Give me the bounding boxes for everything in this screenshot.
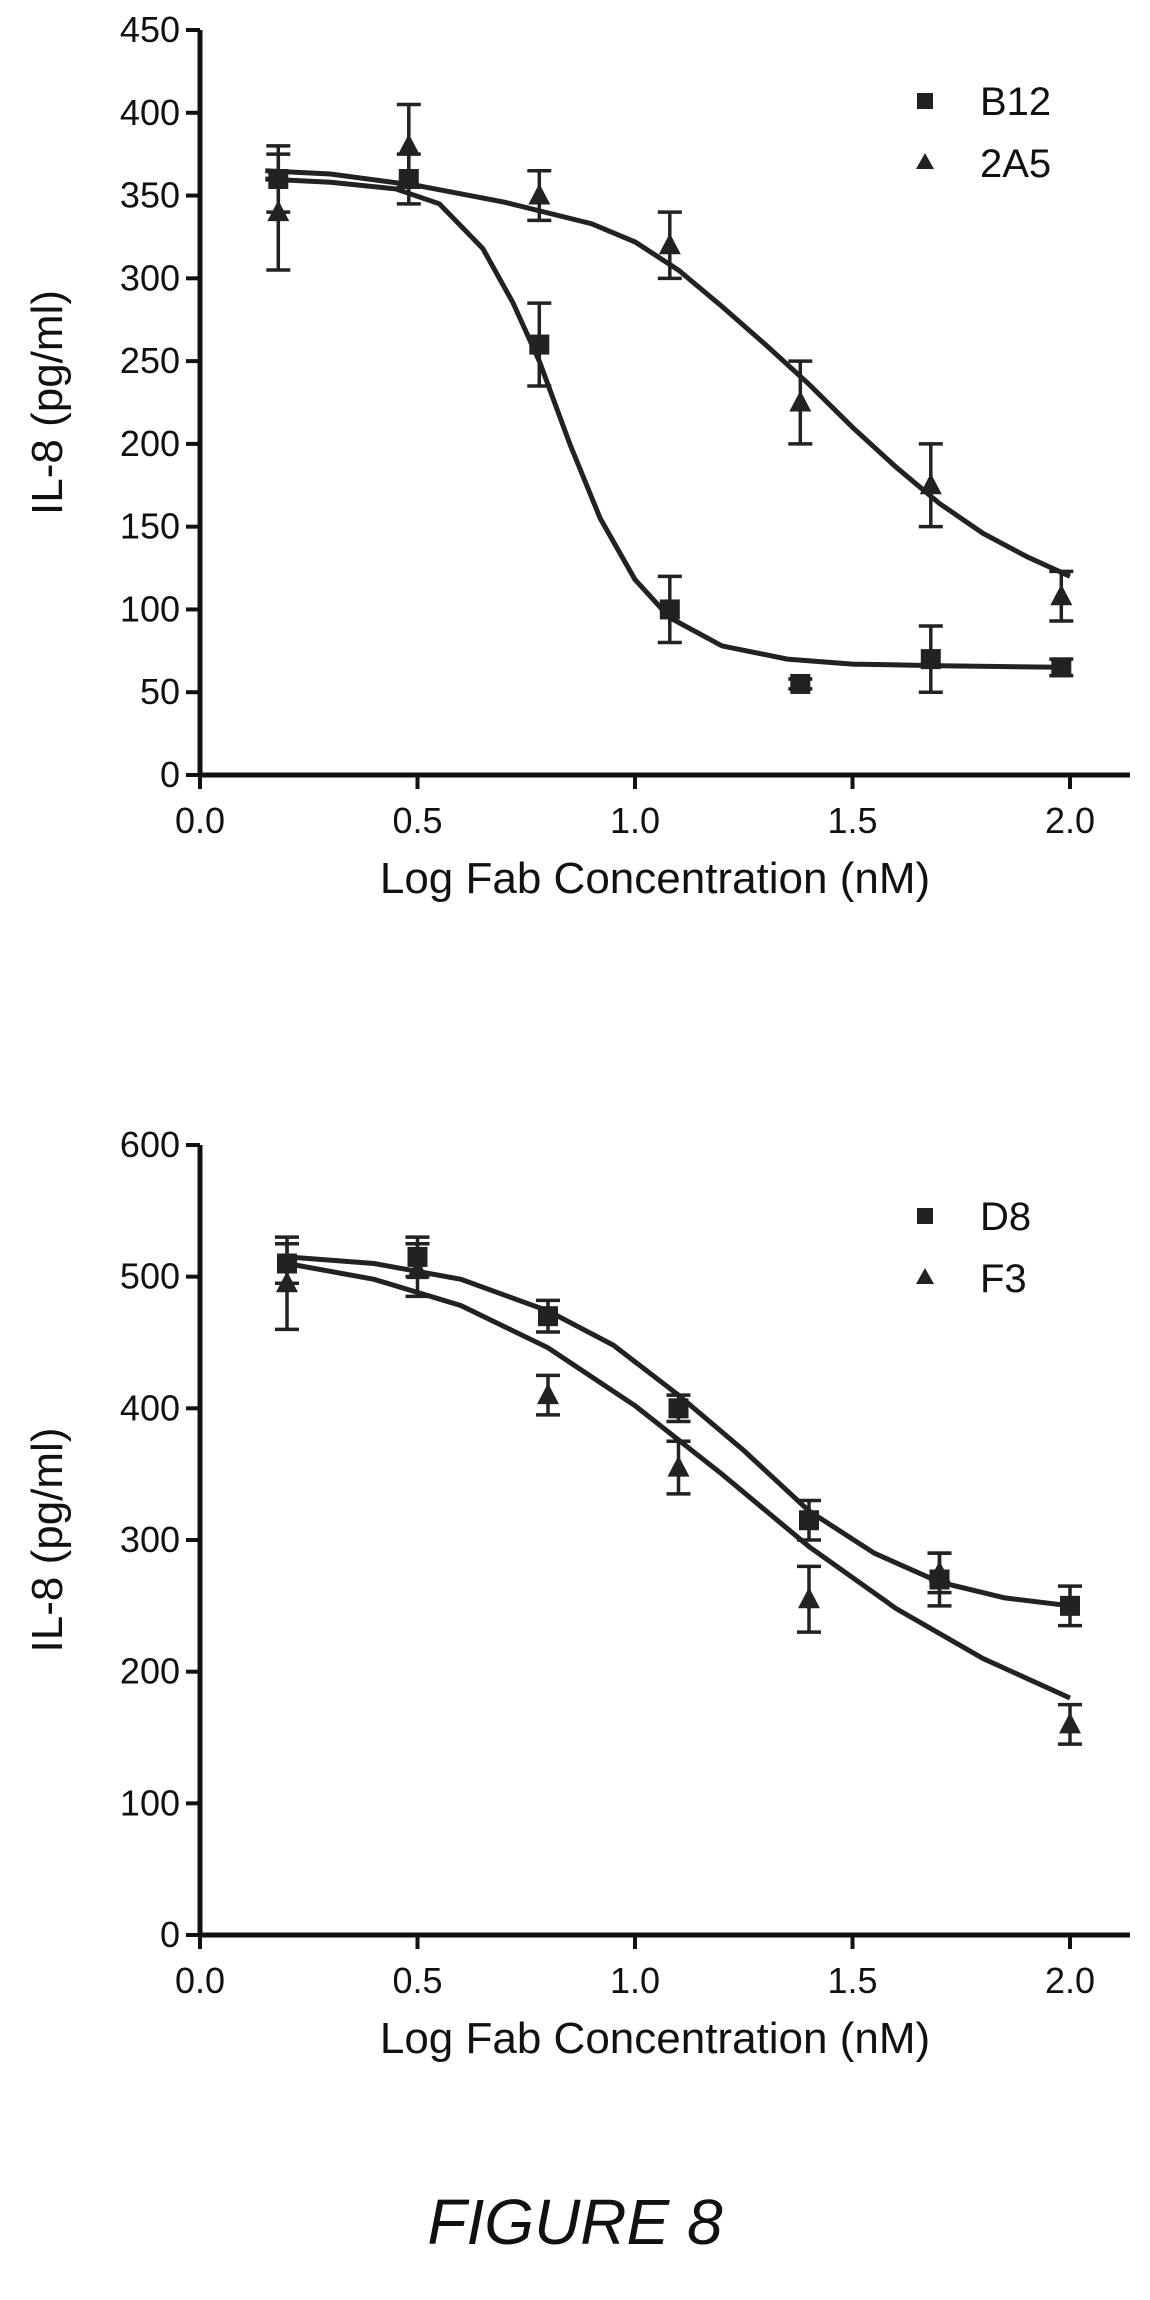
x-tick-label: 1.0	[610, 1960, 660, 2001]
legend-label-B12: B12	[980, 80, 1051, 124]
point-B12	[1051, 657, 1072, 678]
x-tick-label: 0.0	[175, 800, 225, 841]
point-2A5	[267, 200, 290, 222]
y-tick-label: 400	[120, 1387, 180, 1428]
curve-B12	[265, 176, 1071, 670]
y-tick-label: 250	[120, 340, 180, 381]
x-tick-label: 1.0	[610, 800, 660, 841]
point-2A5	[658, 233, 681, 255]
point-2A5	[919, 473, 942, 495]
legend-marker-2A5	[916, 153, 934, 169]
point-F3	[928, 1560, 951, 1582]
x-axis-title: Log Fab Concentration (nM)	[380, 2014, 930, 2063]
y-tick-label: 100	[120, 1782, 180, 1823]
point-2A5	[789, 390, 812, 412]
legend-label-D8: D8	[980, 1195, 1031, 1239]
x-tick-label: 1.5	[827, 1960, 877, 2001]
y-tick-label: 400	[120, 92, 180, 133]
point-F3	[537, 1383, 559, 1405]
legend-marker-F3	[916, 1268, 934, 1284]
y-tick-label: 100	[120, 588, 180, 629]
point-F3	[667, 1455, 690, 1477]
point-F3	[798, 1587, 820, 1609]
legend-marker-D8	[917, 1208, 933, 1224]
y-axis-title: IL-8 (pg/ml)	[23, 1428, 72, 1653]
point-F3	[406, 1258, 429, 1280]
x-tick-label: 1.5	[827, 800, 877, 841]
legend-label-F3: F3	[980, 1257, 1027, 1301]
x-tick-label: 2.0	[1045, 800, 1095, 841]
point-2A5	[1050, 584, 1073, 606]
y-tick-label: 500	[120, 1256, 180, 1297]
point-B12	[920, 649, 941, 670]
y-tick-label: 150	[120, 506, 180, 547]
y-axis-title: IL-8 (pg/ml)	[23, 290, 72, 515]
y-tick-label: 50	[140, 671, 180, 712]
x-axis-title: Log Fab Concentration (nM)	[380, 854, 930, 903]
legend-label-2A5: 2A5	[980, 142, 1051, 186]
curve-D8	[286, 1254, 1071, 1609]
y-tick-label: 200	[120, 423, 180, 464]
y-tick-label: 350	[120, 175, 180, 216]
point-D8	[668, 1398, 689, 1419]
x-tick-label: 0.5	[392, 1960, 442, 2001]
point-2A5	[528, 183, 551, 205]
y-tick-label: 200	[120, 1651, 180, 1692]
point-D8	[1060, 1595, 1080, 1616]
point-2A5	[397, 133, 420, 155]
chart-bottom: 0 100 200 300 400 500 600 0.0 0.5 1.0 1.5 2.0 Log Fa…	[23, 1124, 1130, 2063]
x-tick-label: 0.5	[392, 800, 442, 841]
y-tick-label: 300	[120, 1519, 180, 1560]
point-B12	[659, 599, 680, 620]
y-tick-label: 600	[120, 1124, 180, 1165]
point-F3	[1059, 1712, 1081, 1734]
y-tick-label: 450	[120, 9, 180, 50]
point-F3	[276, 1271, 298, 1293]
point-D8	[799, 1510, 819, 1531]
y-tick-label: 0	[160, 1914, 180, 1955]
point-D8	[538, 1306, 558, 1327]
x-tick-label: 0.0	[175, 1960, 225, 2001]
point-B12	[790, 673, 811, 694]
curve-2A5	[265, 168, 1072, 579]
point-B12	[529, 334, 550, 355]
figure-caption: FIGURE 8	[427, 2186, 723, 2258]
y-tick-label: 300	[120, 257, 180, 298]
chart-top: 0 50 100 150 200 250 300 350 400 450 0.0 0.5 1.0 1.5 2…	[23, 9, 1130, 903]
x-tick-label: 2.0	[1045, 1960, 1095, 2001]
y-tick-label: 0	[160, 754, 180, 795]
legend-marker-B12	[917, 93, 933, 109]
